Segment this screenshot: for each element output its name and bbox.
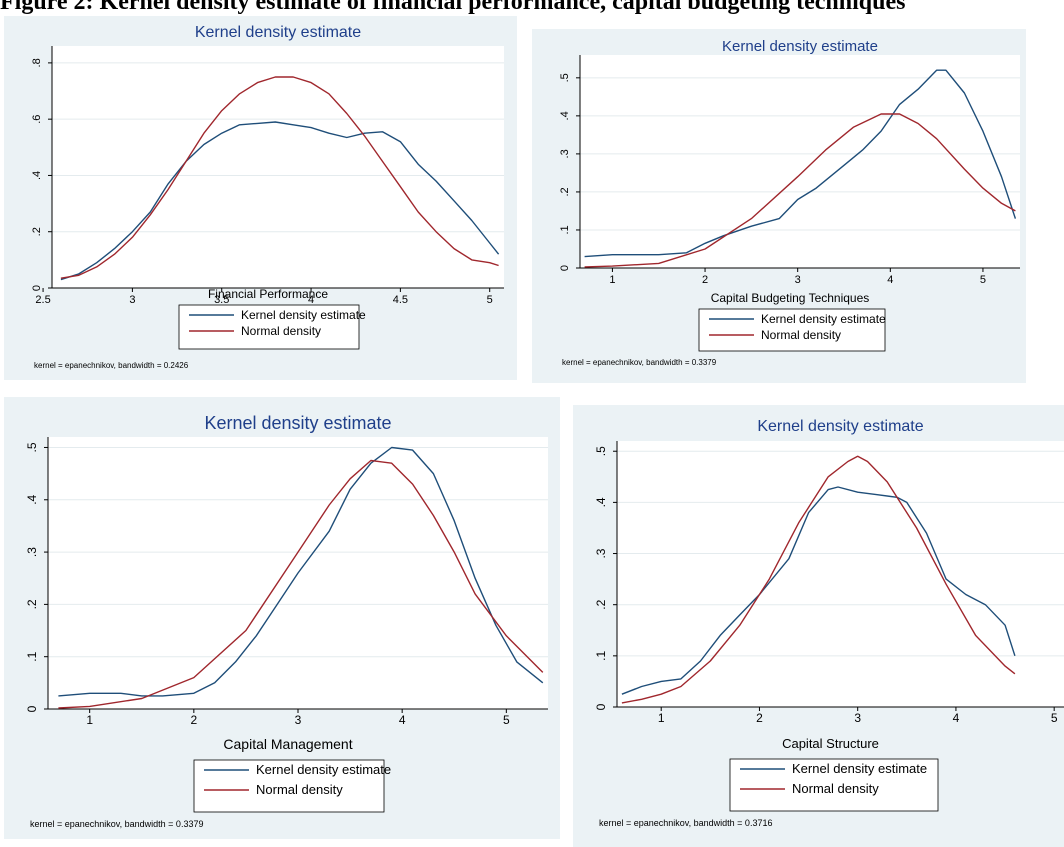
legend-label: Kernel density estimate <box>241 308 366 322</box>
y-tick-label: 0 <box>594 703 608 710</box>
chart-title: Kernel density estimate <box>195 24 361 41</box>
y-tick-label: .4 <box>559 111 571 120</box>
normal-density-line <box>60 76 499 279</box>
y-tick-label: .5 <box>594 446 608 456</box>
plot-area <box>617 441 1064 707</box>
kernel-note: kernel = epanechnikov, bandwidth = 0.242… <box>34 361 189 370</box>
x-axis-label: Financial Performance <box>208 287 328 301</box>
y-tick-label: 0 <box>559 265 571 271</box>
legend-box <box>698 308 886 352</box>
normal-density-line <box>621 455 1016 704</box>
kernel-density-line <box>621 486 1016 695</box>
x-tick-label: 5 <box>487 294 493 306</box>
kde-panel-capital-budgeting: Kernel density estimate 0 .1 .2 .3 .4 .5 1 2 3 4 5 C… <box>532 29 1026 383</box>
legend-label: Normal density <box>792 781 879 796</box>
chart-title: Kernel density estimate <box>722 38 878 55</box>
y-tick-label: .2 <box>559 187 571 196</box>
y-tick-label: .1 <box>559 225 571 234</box>
legend-box <box>178 304 360 350</box>
kde-panel-capital-management: Kernel density estimate 0 .1 .2 .3 .4 .5 1 2 3 4 5 C… <box>4 397 560 839</box>
y-tick-label: .8 <box>31 58 43 67</box>
x-tick-label: 1 <box>86 713 93 727</box>
plot-area <box>580 55 1020 268</box>
y-tick-label: .4 <box>25 494 39 504</box>
x-tick-label: 4 <box>308 294 314 306</box>
kernel-note: kernel = epanechnikov, bandwidth = 0.337… <box>562 358 717 367</box>
x-tick-label: 2 <box>190 713 197 727</box>
kernel-density-line <box>584 69 1017 258</box>
x-axis-label: Capital Structure <box>782 736 879 751</box>
y-tick-label: .1 <box>25 651 39 661</box>
y-tick-label: .2 <box>25 599 39 609</box>
chart-title: Kernel density estimate <box>204 413 391 433</box>
plot-area <box>52 46 504 288</box>
y-tick-label: .3 <box>559 149 571 158</box>
y-tick-label: .1 <box>594 651 608 661</box>
y-tick-label: 0 <box>31 285 43 291</box>
legend-label: Kernel density estimate <box>256 762 391 777</box>
normal-density-line <box>58 459 544 709</box>
x-tick-label: 4.5 <box>393 294 408 306</box>
legend-label: Normal density <box>761 328 841 342</box>
kernel-density-line <box>60 121 500 281</box>
x-tick-label: 5 <box>980 274 986 286</box>
y-tick-label: .4 <box>594 497 608 507</box>
normal-density-line <box>584 113 1016 268</box>
figure-caption: Figure 2: Kernel density estimate of fin… <box>0 0 906 15</box>
x-axis-label: Capital Budgeting Techniques <box>711 291 870 305</box>
x-tick-label: 5 <box>1051 711 1058 725</box>
kde-panel-financial-performance: Kernel density estimate 0 .2 .4 .6 .8 2.5 3 3.5 4… <box>4 16 517 380</box>
legend-label: Kernel density estimate <box>761 312 886 326</box>
x-tick-label: 4 <box>953 711 960 725</box>
y-tick-label: .5 <box>559 73 571 82</box>
x-tick-label: 4 <box>399 713 406 727</box>
y-tick-label: .6 <box>31 115 43 124</box>
x-tick-label: 3 <box>854 711 861 725</box>
x-tick-label: 3 <box>295 713 302 727</box>
x-tick-label: 4 <box>887 274 893 286</box>
x-tick-label: 1 <box>609 274 615 286</box>
chart-svg: Kernel density estimate 0 .2 .4 .6 .8 2.5 3 3.5 4… <box>31 24 504 370</box>
legend-box <box>729 758 939 812</box>
legend-label: Normal density <box>241 324 321 338</box>
y-tick-label: .5 <box>25 442 39 452</box>
legend-label: Normal density <box>256 782 343 797</box>
x-tick-label: 2 <box>702 274 708 286</box>
x-tick-label: 2.5 <box>35 294 50 306</box>
x-tick-label: 3 <box>795 274 801 286</box>
legend-box <box>193 759 385 813</box>
y-tick-label: .3 <box>25 547 39 557</box>
kernel-density-line <box>58 446 544 697</box>
chart-title: Kernel density estimate <box>757 418 923 435</box>
x-tick-label: 1 <box>658 711 665 725</box>
x-tick-label: 5 <box>503 713 510 727</box>
legend-label: Kernel density estimate <box>792 761 927 776</box>
kernel-note: kernel = epanechnikov, bandwidth = 0.371… <box>599 818 772 828</box>
x-tick-label: 2 <box>756 711 763 725</box>
chart-svg: Kernel density estimate 0 .1 .2 .3 .4 .5 1 2 3 4 5 C… <box>594 418 1064 828</box>
y-tick-label: .2 <box>594 599 608 609</box>
y-tick-label: .2 <box>31 227 43 236</box>
y-tick-label: 0 <box>25 705 39 712</box>
kernel-note: kernel = epanechnikov, bandwidth = 0.337… <box>30 819 203 829</box>
x-tick-label: 3.5 <box>214 294 229 306</box>
chart-svg: Kernel density estimate 0 .1 .2 .3 .4 .5 1 2 3 4 5 C… <box>25 413 548 829</box>
y-tick-label: .3 <box>594 548 608 558</box>
kde-panel-capital-structure: Kernel density estimate 0 .1 .2 .3 .4 .5 1 2 3 4 5 C… <box>573 405 1064 847</box>
chart-svg: Kernel density estimate 0 .1 .2 .3 .4 .5 1 2 3 4 5 C… <box>559 38 1020 367</box>
y-tick-label: .4 <box>31 171 43 180</box>
x-tick-label: 3 <box>129 294 135 306</box>
x-axis-label: Capital Management <box>223 736 352 752</box>
